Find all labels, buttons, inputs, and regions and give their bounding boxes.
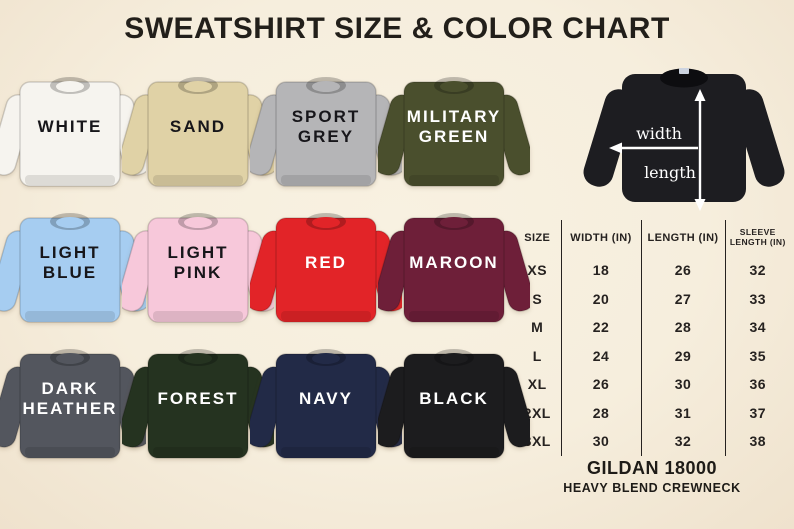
table-row: S 20 27 33 [514, 284, 790, 313]
table-row: XL 26 30 36 [514, 370, 790, 399]
table-row: 2XL 28 31 37 [514, 398, 790, 427]
size-table-header-row: SIZE WIDTH (IN) LENGTH (IN) SLEEVE LENGTH (I… [514, 220, 790, 256]
color-swatch-maroon: MAROON [378, 204, 530, 336]
table-cell: XL [527, 376, 547, 393]
color-swatch-light-pink: LIGHT PINK [122, 204, 274, 336]
width-arrow-label: width [636, 124, 682, 143]
table-cell: 37 [724, 398, 790, 427]
color-swatch-military-green: MILITARY GREEN [378, 68, 530, 200]
table-cell: 24 [560, 341, 641, 370]
table-column-header: SIZE [524, 231, 551, 244]
table-cell: 32 [640, 427, 725, 456]
table-cell: 31 [640, 398, 725, 427]
sweatshirt-graphic [378, 213, 530, 323]
color-swatch-dark-heather: DARK HEATHER [0, 340, 146, 472]
measurement-diagram: width length [578, 56, 790, 216]
table-cell: 22 [560, 313, 641, 342]
table-cell: 3XL [523, 433, 551, 450]
table-row: L 24 29 35 [514, 341, 790, 370]
table-cell: 35 [724, 341, 790, 370]
table-cell: S [532, 290, 543, 307]
sweatshirt-diagram-graphic: width length [583, 68, 785, 211]
table-cell: 20 [560, 284, 641, 313]
color-swatch-sport-grey: SPORT GREY [250, 68, 402, 200]
table-cell: 26 [640, 256, 725, 285]
table-cell: 28 [560, 398, 641, 427]
table-cell: 36 [724, 370, 790, 399]
table-cell: 34 [724, 313, 790, 342]
table-row: XS 18 26 32 [514, 256, 790, 285]
color-swatch-red: RED [250, 204, 402, 336]
product-name: GILDAN 18000 [586, 458, 718, 478]
sweatshirt-graphic [378, 349, 530, 459]
color-swatch-sand: SAND [122, 68, 274, 200]
table-row: 3XL 30 32 38 [514, 427, 790, 456]
table-cell: 18 [560, 256, 641, 285]
size-chart-table: SIZE WIDTH (IN) LENGTH (IN) SLEEVE LENGTH (I… [514, 220, 790, 456]
color-swatch-light-blue: LIGHT BLUE [0, 204, 146, 336]
color-swatch-forest: FOREST [122, 340, 274, 472]
table-column-header: LENGTH (IN) [640, 220, 725, 256]
table-column-header: WIDTH (IN) [560, 220, 641, 256]
table-cell: 30 [560, 427, 641, 456]
table-cell: 33 [724, 284, 790, 313]
table-cell: 38 [724, 427, 790, 456]
table-cell: 27 [640, 284, 725, 313]
product-footer: GILDAN 18000 HEAVY BLEND CREWNECK [514, 458, 790, 495]
table-cell: M [531, 319, 544, 336]
sweatshirt-graphic [378, 77, 530, 187]
color-swatch-navy: NAVY [250, 340, 402, 472]
table-cell: 28 [640, 313, 725, 342]
swatch-row: DARK HEATHER FOREST NAVY BLACK [0, 340, 530, 472]
table-cell: L [532, 347, 542, 364]
page-title: SWEATSHIRT SIZE & COLOR CHART [124, 12, 670, 45]
table-cell: 29 [640, 341, 725, 370]
swatch-row: WHITE SAND SPORT GREY MILITARY GREEN [0, 68, 530, 200]
table-cell: XS [527, 262, 548, 279]
product-style: HEAVY BLEND CREWNECK [563, 481, 741, 495]
sweatshirt-graphic [0, 349, 146, 459]
table-cell: 26 [560, 370, 641, 399]
table-cell: 32 [724, 256, 790, 285]
length-arrow-label: length [644, 163, 696, 182]
color-swatch-black: BLACK [378, 340, 530, 472]
color-swatch-white: WHITE [0, 68, 146, 200]
table-cell: 2XL [523, 404, 551, 421]
color-swatch-grid: WHITE SAND SPORT GREY MILITARY GREEN LIGHT BLUE… [0, 64, 530, 472]
table-cell: 30 [640, 370, 725, 399]
table-column-header: SLEEVE LENGTH (IN) [724, 220, 790, 256]
table-row: M 22 28 34 [514, 313, 790, 342]
swatch-row: LIGHT BLUE LIGHT PINK RED MAROON [0, 204, 530, 336]
